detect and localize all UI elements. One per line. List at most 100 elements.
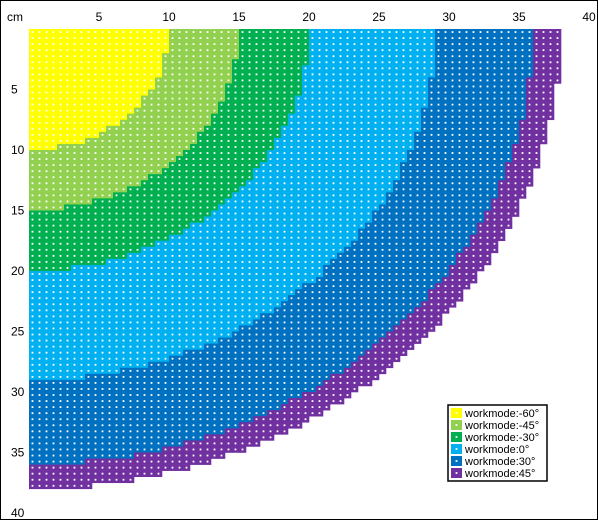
cell-dot	[115, 218, 118, 221]
cell-dot	[101, 333, 104, 336]
cell-dot	[367, 152, 370, 154]
cell-dot	[101, 91, 104, 94]
cell-dot	[262, 146, 265, 148]
cell-dot	[304, 194, 307, 197]
cell-dot	[94, 194, 97, 197]
cell-dot	[255, 140, 258, 142]
cell-dot	[52, 158, 55, 160]
cell-dot	[38, 133, 41, 136]
cell-dot	[213, 236, 216, 239]
cell-dot	[353, 176, 356, 179]
cell-dot	[73, 254, 76, 257]
cell-dot	[367, 37, 370, 39]
cell-dot	[143, 188, 146, 191]
cell-dot	[374, 31, 377, 33]
cell-dot	[129, 273, 132, 275]
cell-dot	[59, 85, 62, 88]
cell-dot	[283, 152, 286, 154]
cell-dot	[129, 109, 132, 112]
cell-dot	[164, 261, 167, 263]
cell-dot	[374, 164, 377, 167]
cell-dot	[52, 242, 55, 245]
cell-dot	[66, 188, 69, 191]
cell-dot	[353, 91, 356, 94]
cell-dot	[164, 218, 167, 221]
cell-dot	[115, 230, 118, 233]
cell-dot	[234, 285, 237, 288]
cell-dot	[248, 73, 251, 76]
cell-dot	[262, 31, 265, 33]
cell-dot	[248, 267, 251, 269]
cell-dot	[269, 273, 272, 275]
cell-dot	[122, 115, 125, 118]
cell-dot	[276, 97, 279, 100]
cell-dot	[115, 315, 118, 318]
cell-dot	[325, 121, 328, 124]
cell-dot	[87, 363, 90, 366]
cell-dot	[45, 248, 48, 251]
cell-dot	[213, 242, 216, 245]
cell-dot	[220, 158, 223, 160]
cell-dot	[122, 170, 125, 173]
cell-dot	[276, 127, 279, 130]
cell-dot	[213, 152, 216, 154]
cell-dot	[220, 43, 223, 46]
cell-dot	[101, 103, 104, 106]
cell-dot	[108, 170, 111, 173]
cell-dot	[115, 91, 118, 94]
cell-dot	[31, 73, 34, 76]
cell-dot	[318, 254, 321, 257]
cell-dot	[115, 140, 118, 142]
cell-dot	[73, 224, 76, 227]
cell-dot	[227, 218, 230, 221]
cell-dot	[101, 43, 104, 46]
cell-dot	[73, 206, 76, 209]
cell-dot	[136, 194, 139, 197]
cell-dot	[129, 158, 132, 160]
cell-dot	[73, 176, 76, 179]
cell-dot	[87, 339, 90, 342]
cell-dot	[108, 61, 111, 64]
cell-dot	[122, 121, 125, 124]
cell-dot	[164, 291, 167, 294]
cell-dot	[353, 31, 356, 33]
cell-dot	[101, 188, 104, 191]
cell-dot	[178, 91, 181, 94]
cell-dot	[325, 182, 328, 185]
cell-dot	[367, 61, 370, 64]
cell-dot	[73, 303, 76, 306]
cell-dot	[206, 97, 209, 100]
cell-dot	[213, 121, 216, 124]
cell-dot	[297, 140, 300, 142]
cell-dot	[171, 152, 174, 154]
cell-dot	[304, 273, 307, 275]
cell-dot	[164, 339, 167, 342]
cell-dot	[206, 200, 209, 203]
cell-dot	[31, 357, 34, 360]
cell-dot	[52, 375, 55, 378]
cell-dot	[94, 224, 97, 227]
cell-dot	[87, 327, 90, 330]
cell-dot	[332, 31, 335, 33]
cell-dot	[360, 218, 363, 221]
cell-dot	[255, 315, 258, 318]
cell-dot	[108, 55, 111, 58]
cell-dot	[206, 115, 209, 118]
cell-dot	[241, 297, 244, 300]
cell-dot	[87, 254, 90, 257]
cell-dot	[178, 121, 181, 124]
cell-dot	[59, 303, 62, 306]
cell-dot	[38, 79, 41, 82]
cell-dot	[199, 55, 202, 58]
cell-dot	[171, 327, 174, 330]
cell-dot	[164, 236, 167, 239]
cell-dot	[87, 170, 90, 173]
cell-dot	[248, 309, 251, 312]
cell-dot	[59, 369, 62, 372]
cell-dot	[122, 327, 125, 330]
cell-dot	[31, 369, 34, 372]
cell-dot	[122, 315, 125, 318]
cell-dot	[360, 176, 363, 179]
cell-dot	[101, 224, 104, 227]
cell-dot	[94, 182, 97, 185]
